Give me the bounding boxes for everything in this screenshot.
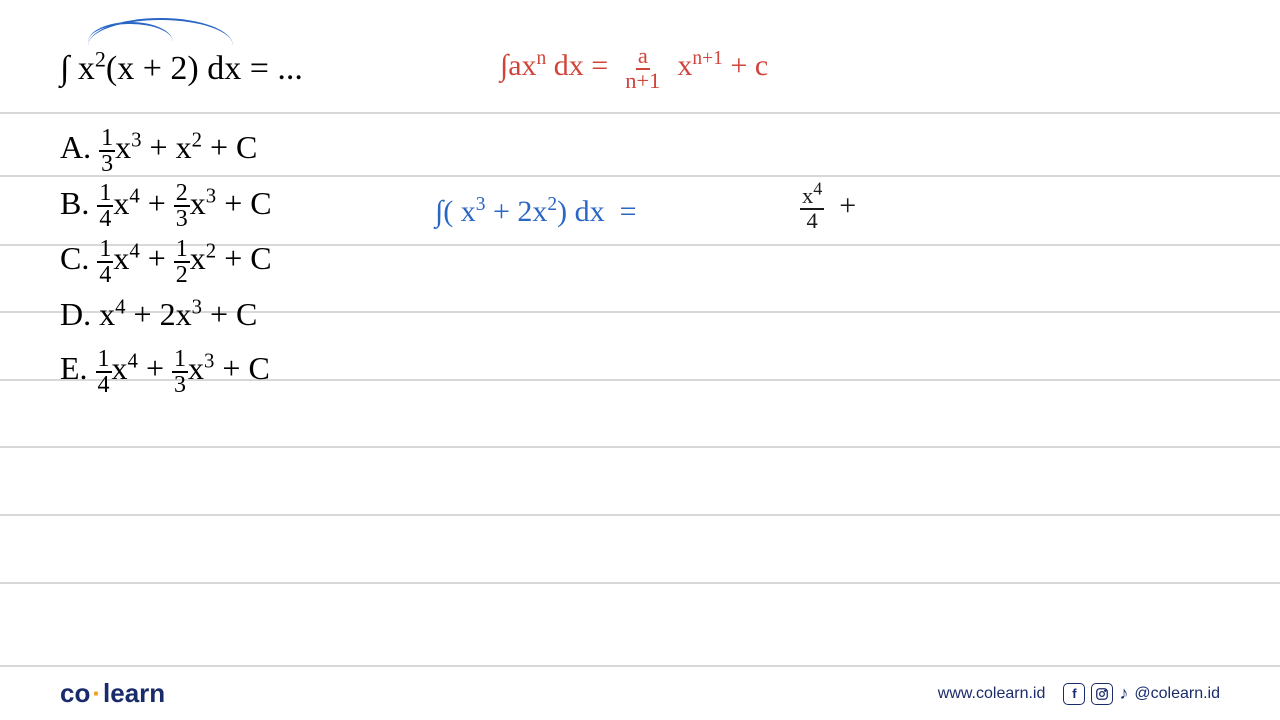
- expanded-integral: ∫( x3 + 2x2) dx =: [435, 195, 637, 229]
- ruled-line: [0, 514, 1280, 516]
- option-a: A. 13x3 + x2 + C: [60, 120, 272, 176]
- facebook-icon: f: [1063, 683, 1085, 705]
- logo-learn: learn: [103, 678, 165, 708]
- footer: co·learn www.colearn.id f ♪ @colearn.id: [0, 665, 1280, 720]
- website-url: www.colearn.id: [938, 685, 1046, 703]
- option-b: B. 14x4 + 23x3 + C: [60, 176, 272, 232]
- logo-co: co: [60, 678, 90, 708]
- tiktok-icon: ♪: [1119, 683, 1128, 704]
- partial-result: x44 +: [800, 185, 856, 232]
- footer-right: www.colearn.id f ♪ @colearn.id: [938, 683, 1220, 705]
- option-d: D. x4 + 2x3 + C: [60, 287, 272, 341]
- brand-logo: co·learn: [60, 678, 165, 709]
- ruled-line: [0, 446, 1280, 448]
- problem-stem: ∫ x2(x + 2) dx = ...: [60, 50, 303, 88]
- option-e: E. 14x4 + 13x3 + C: [60, 341, 272, 397]
- logo-dot: ·: [90, 678, 103, 708]
- social-handle: @colearn.id: [1134, 685, 1220, 703]
- power-rule-formula: ∫axn dx = an+1 xn+1 + c: [500, 45, 768, 92]
- social-icons: f ♪ @colearn.id: [1063, 683, 1220, 705]
- whiteboard: ∫ x2(x + 2) dx = ... A. 13x3 + x2 + C B.…: [0, 0, 1280, 660]
- ruled-line: [0, 582, 1280, 584]
- ruled-line: [0, 112, 1280, 114]
- problem-options: A. 13x3 + x2 + C B. 14x4 + 23x3 + C C. 1…: [60, 120, 272, 397]
- option-c: C. 14x4 + 12x2 + C: [60, 231, 272, 287]
- instagram-icon: [1091, 683, 1113, 705]
